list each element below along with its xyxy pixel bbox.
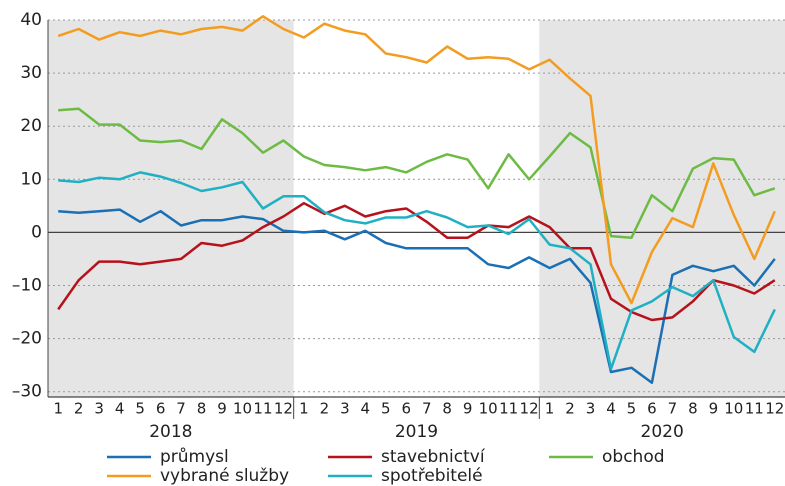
x-tick-label: 11 bbox=[745, 400, 764, 418]
x-tick-label: 5 bbox=[135, 400, 145, 418]
year-label: 2018 bbox=[149, 422, 192, 442]
y-tick-label: 0 bbox=[31, 222, 42, 242]
x-tick-label: 8 bbox=[442, 400, 452, 418]
x-tick-label: 6 bbox=[647, 400, 657, 418]
year-label: 2019 bbox=[395, 422, 438, 442]
x-tick-label: 11 bbox=[499, 400, 518, 418]
x-tick-label: 7 bbox=[668, 400, 678, 418]
year-shade bbox=[539, 20, 785, 397]
x-tick-label: 12 bbox=[765, 400, 784, 418]
y-tick-label: 30 bbox=[20, 63, 42, 83]
x-tick-label: 9 bbox=[463, 400, 473, 418]
x-tick-label: 5 bbox=[381, 400, 391, 418]
legend-label: obchod bbox=[602, 447, 665, 467]
x-tick-label: 11 bbox=[253, 400, 272, 418]
y-tick-label: –30 bbox=[12, 382, 42, 402]
x-tick-label: 6 bbox=[156, 400, 166, 418]
x-tick-label: 2 bbox=[565, 400, 575, 418]
x-tick-label: 4 bbox=[361, 400, 371, 418]
x-tick-label: 2 bbox=[320, 400, 330, 418]
x-tick-label: 6 bbox=[401, 400, 411, 418]
y-tick-label: –10 bbox=[12, 275, 42, 295]
x-tick-label: 4 bbox=[115, 400, 125, 418]
year-label: 2020 bbox=[641, 422, 684, 442]
x-tick-label: 12 bbox=[520, 400, 539, 418]
x-tick-label: 1 bbox=[545, 400, 555, 418]
legend-label: průmysl bbox=[160, 447, 229, 467]
y-tick-label: –20 bbox=[12, 329, 42, 349]
year-shade bbox=[48, 20, 294, 397]
x-tick-label: 3 bbox=[586, 400, 596, 418]
x-tick-label: 8 bbox=[197, 400, 207, 418]
x-tick-label: 3 bbox=[94, 400, 104, 418]
x-tick-label: 12 bbox=[274, 400, 293, 418]
x-tick-label: 1 bbox=[53, 400, 63, 418]
x-tick-label: 10 bbox=[724, 400, 743, 418]
x-tick-label: 1 bbox=[299, 400, 309, 418]
legend-label: spotřebitelé bbox=[381, 466, 483, 486]
x-tick-label: 9 bbox=[217, 400, 227, 418]
x-tick-label: 3 bbox=[340, 400, 350, 418]
x-tick-label: 5 bbox=[627, 400, 637, 418]
legend-label: vybrané služby bbox=[160, 466, 289, 486]
x-tick-label: 10 bbox=[479, 400, 498, 418]
x-tick-label: 9 bbox=[709, 400, 719, 418]
series-line bbox=[57, 15, 776, 305]
y-tick-label: 10 bbox=[20, 169, 42, 189]
x-tick-label: 10 bbox=[233, 400, 252, 418]
x-tick-label: 4 bbox=[606, 400, 616, 418]
series-line bbox=[58, 208, 776, 384]
x-tick-label: 8 bbox=[688, 400, 698, 418]
x-tick-label: 7 bbox=[176, 400, 186, 418]
legend-label: stavebnictví bbox=[381, 447, 486, 467]
x-tick-label: 7 bbox=[422, 400, 432, 418]
series-line bbox=[58, 107, 776, 239]
series-line bbox=[58, 171, 776, 371]
y-tick-label: 20 bbox=[20, 116, 42, 136]
x-tick-label: 2 bbox=[74, 400, 84, 418]
y-tick-label: 40 bbox=[20, 10, 42, 30]
